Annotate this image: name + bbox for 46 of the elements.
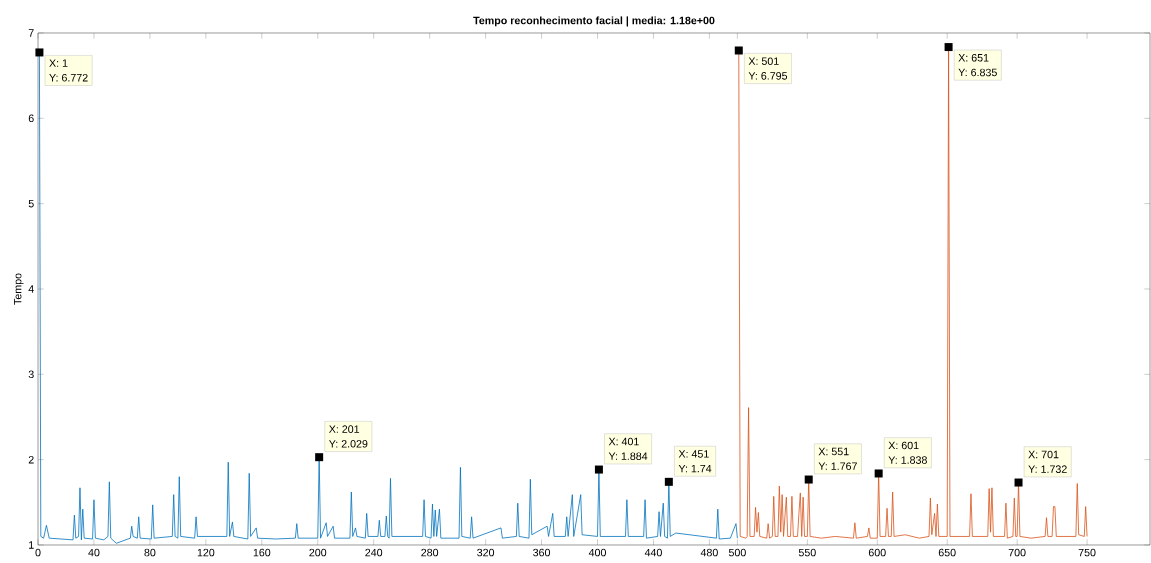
x-tick-label: 360 — [533, 548, 551, 557]
x-tick-label: 700 — [1008, 548, 1026, 557]
annotation: X: 451 — [678, 450, 709, 458]
annotation: X: 601 — [888, 441, 919, 450]
x-tick-label: 200 — [309, 548, 327, 557]
x-tick-label: 120 — [197, 548, 215, 557]
x-tick-label: 160 — [253, 548, 271, 557]
y-tick-label: 1 — [29, 541, 34, 549]
annotation: X: 501 — [748, 57, 779, 65]
y-tick-label: 6 — [28, 114, 34, 123]
annotation: X: 201 — [328, 425, 360, 433]
annotation: Y: 6.835 — [958, 68, 997, 77]
x-tick-label: 750 — [1078, 548, 1096, 557]
y-tick-label: 5 — [28, 199, 34, 208]
x-tick-label: 40 — [88, 548, 100, 557]
annotation: X: 551 — [818, 447, 849, 456]
y-tick-label: 2 — [28, 455, 34, 464]
x-tick-label: 440 — [644, 548, 662, 557]
annotation: Y: 1.74 — [678, 464, 712, 473]
x-tick-label: 240 — [365, 548, 383, 557]
x-tick-label: 400 — [588, 548, 606, 557]
y-tick-label: 4 — [28, 285, 34, 293]
annotation: Y: 6.772 — [49, 73, 88, 82]
x-tick-label: 480 — [700, 548, 718, 557]
annotation: Y: 1.838 — [888, 456, 927, 464]
annotation: X: 651 — [958, 54, 989, 62]
chart-title: Tempo reconhecimento facial | media: 1.18e+00 — [473, 16, 715, 27]
x-tick-label: 80 — [144, 548, 156, 557]
annotation: X: 1 — [49, 59, 68, 67]
annotation: Y: 1.767 — [818, 462, 857, 470]
x-tick-label: 650 — [938, 548, 956, 557]
annotation: Y: 6.795 — [748, 72, 788, 80]
x-tick-label: 500 — [728, 548, 746, 557]
annotation: X: 701 — [1028, 450, 1059, 459]
annotation: Y: 2.029 — [328, 440, 368, 448]
x-tick-label: 550 — [798, 548, 816, 557]
annotation: Y: 1.732 — [1028, 465, 1067, 473]
x-tick-label: 320 — [477, 548, 495, 557]
x-tick-label: 280 — [421, 548, 439, 557]
annotation: X: 401 — [608, 437, 639, 446]
y-tick-label: 7 — [28, 29, 34, 37]
annotation: Y: 1.884 — [608, 452, 648, 460]
x-tick-label: 600 — [868, 548, 886, 557]
y-axis-title: Tempo — [14, 273, 24, 305]
x-tick-label: 0 — [35, 548, 41, 557]
y-tick-label: 3 — [28, 370, 34, 379]
